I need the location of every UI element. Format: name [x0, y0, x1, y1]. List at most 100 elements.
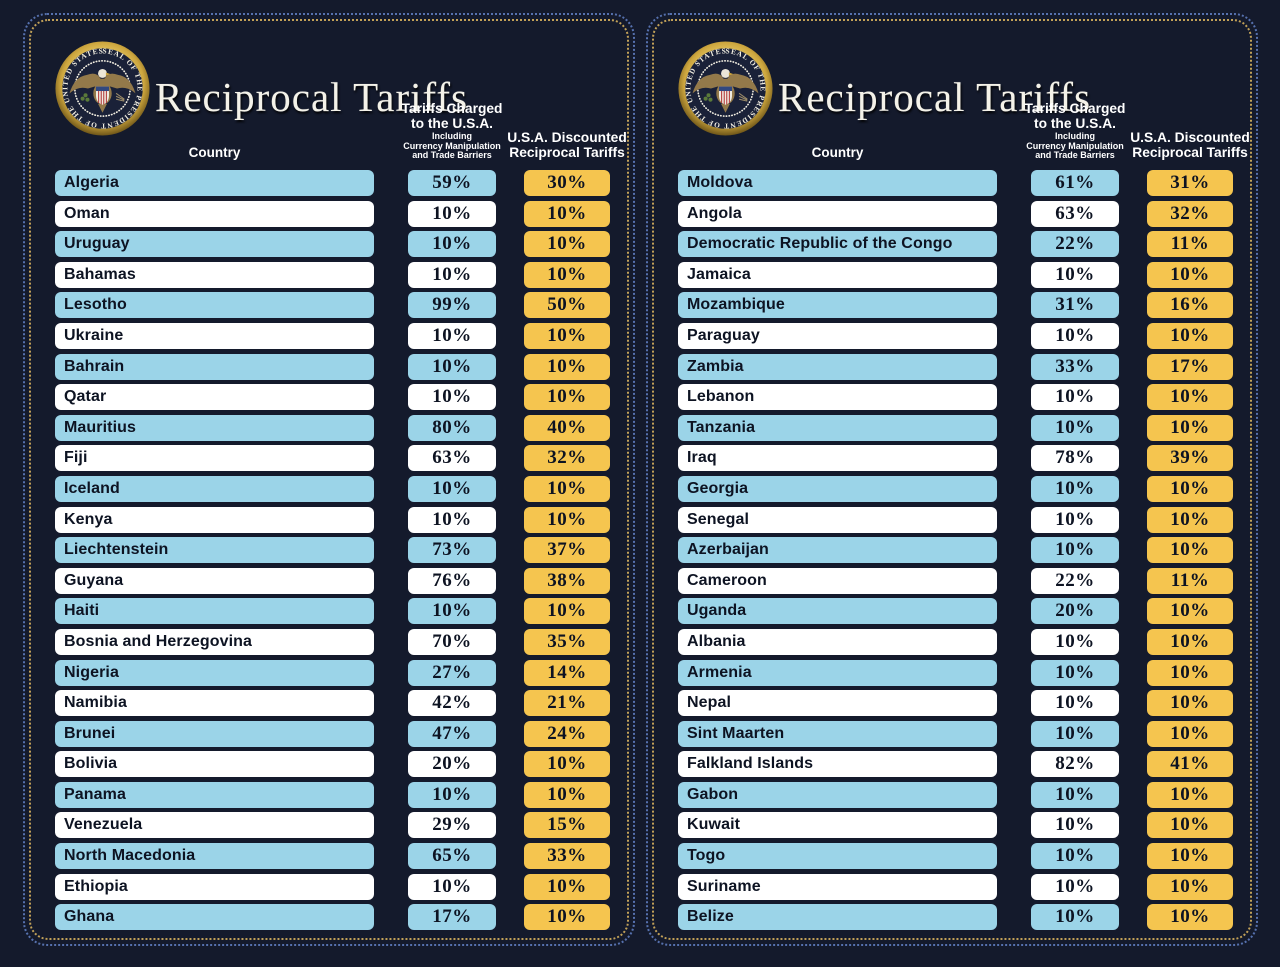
table-row: Iceland 10% 10% [25, 475, 633, 502]
country-cell: Gabon [678, 781, 997, 808]
table-row: Gabon 10% 10% [648, 781, 1256, 808]
country-cell: Qatar [55, 384, 374, 411]
tariff-charged-cell: 10% [1031, 475, 1119, 502]
column-header-discounted: U.S.A. Discounted Reciprocal Tariffs [507, 130, 627, 160]
table-row: Algeria 59% 30% [25, 170, 633, 196]
table-row: Bolivia 20% 10% [25, 751, 633, 778]
discounted-tariff-cell: 10% [1147, 720, 1233, 747]
table-row: Iraq 78% 39% [648, 445, 1256, 472]
table-row: Panama 10% 10% [25, 781, 633, 808]
tariff-charged-cell: 10% [408, 384, 496, 411]
country-cell: Ghana [55, 904, 374, 931]
table-row: Ethiopia 10% 10% [25, 873, 633, 900]
country-cell: Kuwait [678, 812, 997, 839]
table-row: Uganda 20% 10% [648, 598, 1256, 625]
table-row: Jamaica 10% 10% [648, 261, 1256, 288]
country-cell: Zambia [678, 353, 997, 380]
discounted-tariff-cell: 11% [1147, 231, 1233, 258]
tariff-charged-cell: 10% [408, 873, 496, 900]
country-cell: Democratic Republic of the Congo [678, 231, 997, 258]
discounted-tariff-cell: 10% [1147, 384, 1233, 411]
tariff-charged-cell: 10% [408, 322, 496, 349]
discounted-tariff-cell: 15% [524, 812, 610, 839]
country-cell: Angola [678, 200, 997, 227]
table-row: North Macedonia 65% 33% [25, 843, 633, 870]
discounted-tariff-cell: 10% [524, 873, 610, 900]
discounted-tariff-cell: 10% [524, 353, 610, 380]
country-cell: Iceland [55, 475, 374, 502]
tariff-charged-cell: 61% [1031, 170, 1119, 196]
country-cell: Lesotho [55, 292, 374, 319]
discounted-tariff-cell: 10% [1147, 475, 1233, 502]
country-cell: Togo [678, 843, 997, 870]
table-row: Moldova 61% 31% [648, 170, 1256, 196]
country-cell: Ethiopia [55, 873, 374, 900]
discounted-tariff-cell: 10% [524, 322, 610, 349]
discounted-tariff-cell: 10% [524, 200, 610, 227]
tariff-charged-cell: 10% [1031, 812, 1119, 839]
tariff-rows: Algeria 59% 30% Oman 10% 10% Uruguay 10%… [25, 170, 633, 935]
table-row: Cameroon 22% 11% [648, 567, 1256, 594]
board-title: Reciprocal Tariffs [155, 74, 469, 120]
discounted-tariff-cell: 30% [524, 170, 610, 196]
table-row: Suriname 10% 10% [648, 873, 1256, 900]
country-cell: Oman [55, 200, 374, 227]
tariff-charged-cell: 27% [408, 659, 496, 686]
country-cell: Jamaica [678, 261, 997, 288]
discounted-tariff-cell: 10% [1147, 812, 1233, 839]
tariff-charged-cell: 29% [408, 812, 496, 839]
discounted-tariff-cell: 10% [524, 231, 610, 258]
table-row: Georgia 10% 10% [648, 475, 1256, 502]
discounted-tariff-cell: 10% [1147, 322, 1233, 349]
tariff-board-right: SEAL OF THE PRESIDENT OF THE UNITED STAT… [646, 13, 1258, 946]
tariff-charged-cell: 20% [1031, 598, 1119, 625]
discounted-tariff-cell: 10% [524, 506, 610, 533]
discounted-tariff-cell: 33% [524, 843, 610, 870]
country-cell: Mozambique [678, 292, 997, 319]
tariff-charged-cell: 76% [408, 567, 496, 594]
table-row: Bahrain 10% 10% [25, 353, 633, 380]
table-row: Senegal 10% 10% [648, 506, 1256, 533]
table-row: Democratic Republic of the Congo 22% 11% [648, 231, 1256, 258]
country-cell: Haiti [55, 598, 374, 625]
country-cell: Azerbaijan [678, 537, 997, 564]
discounted-tariff-cell: 10% [524, 598, 610, 625]
tariff-charged-cell: 10% [1031, 384, 1119, 411]
tariff-charged-cell: 10% [1031, 506, 1119, 533]
tariff-charged-cell: 73% [408, 537, 496, 564]
discounted-tariff-cell: 41% [1147, 751, 1233, 778]
column-header-charged-subtext: Including Currency Manipulation and Trad… [403, 131, 501, 160]
discounted-tariff-cell: 10% [1147, 781, 1233, 808]
table-row: Angola 63% 32% [648, 200, 1256, 227]
country-cell: Cameroon [678, 567, 997, 594]
discounted-tariff-cell: 10% [1147, 904, 1233, 931]
country-cell: Iraq [678, 445, 997, 472]
country-cell: Liechtenstein [55, 537, 374, 564]
tariff-charged-cell: 10% [1031, 720, 1119, 747]
table-row: Venezuela 29% 15% [25, 812, 633, 839]
tariff-charged-cell: 10% [1031, 690, 1119, 717]
tariff-charged-cell: 10% [1031, 322, 1119, 349]
tariff-charged-cell: 10% [408, 200, 496, 227]
discounted-tariff-cell: 10% [1147, 690, 1233, 717]
table-row: Ukraine 10% 10% [25, 322, 633, 349]
discounted-tariff-cell: 10% [1147, 628, 1233, 655]
discounted-tariff-cell: 17% [1147, 353, 1233, 380]
table-row: Paraguay 10% 10% [648, 322, 1256, 349]
discounted-tariff-cell: 10% [1147, 261, 1233, 288]
country-cell: Uruguay [55, 231, 374, 258]
column-header-country: Country [811, 145, 864, 160]
discounted-tariff-cell: 10% [1147, 414, 1233, 441]
discounted-tariff-cell: 10% [524, 781, 610, 808]
country-cell: Panama [55, 781, 374, 808]
discounted-tariff-cell: 10% [524, 475, 610, 502]
tariff-charged-cell: 10% [1031, 904, 1119, 931]
tariff-charged-cell: 99% [408, 292, 496, 319]
tariff-charged-cell: 10% [1031, 781, 1119, 808]
table-row: Lesotho 99% 50% [25, 292, 633, 319]
discounted-tariff-cell: 31% [1147, 170, 1233, 196]
table-row: Brunei 47% 24% [25, 720, 633, 747]
tariff-board-left: SEAL OF THE PRESIDENT OF THE UNITED STAT… [23, 13, 635, 946]
tariff-charged-cell: 70% [408, 628, 496, 655]
